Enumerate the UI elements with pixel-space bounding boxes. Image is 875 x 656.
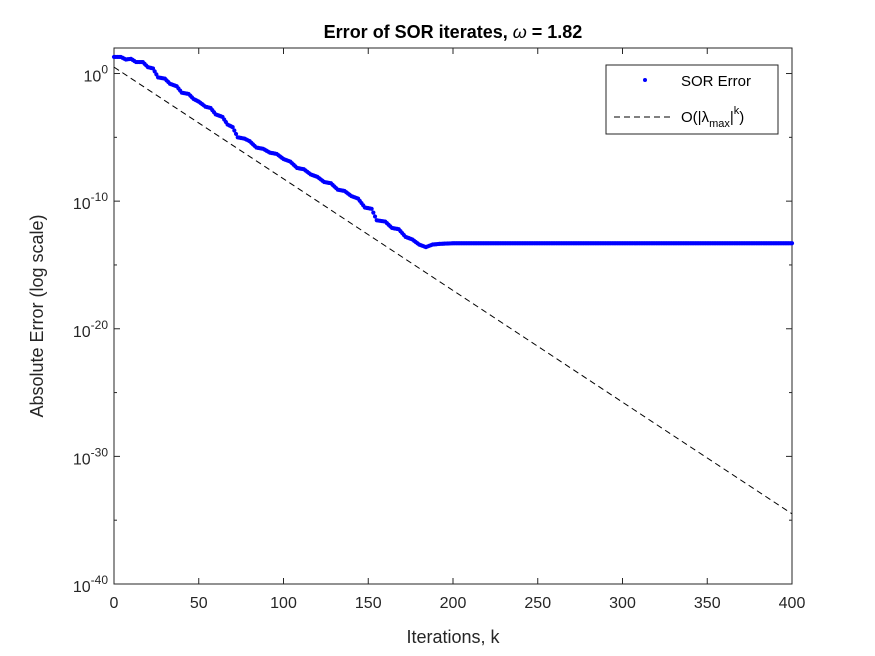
omega-symbol: ω	[513, 22, 527, 42]
legend-label-sor-error: SOR Error	[681, 73, 751, 90]
chart-title: Error of SOR iterates, ω = 1.82	[324, 22, 583, 42]
x-tick-label: 250	[524, 595, 551, 612]
x-tick-label: 400	[779, 595, 806, 612]
x-tick-label: 350	[694, 595, 721, 612]
data-point	[789, 241, 795, 246]
y-tick-label: 10-40	[73, 573, 108, 596]
series-layer	[111, 54, 795, 515]
plot-area: 0 50 100 150 200 250 300 350 400 10-40 10-30 10-20 1…	[73, 47, 806, 612]
x-axis-label: Iterations, k	[406, 627, 500, 647]
data-point	[232, 128, 237, 133]
data-point	[230, 125, 235, 130]
legend-label-bound: O(|λmax|k)	[681, 105, 744, 130]
data-point	[372, 214, 378, 219]
y-tick-label: 10-30	[73, 445, 108, 468]
tick-layer: 0 50 100 150 200 250 300 350 400 10-40 10-30 10-20 1…	[73, 48, 806, 612]
series-sor-error	[111, 54, 795, 250]
y-tick-label: 100	[84, 63, 109, 86]
x-tick-label: 50	[190, 595, 208, 612]
legend-box	[605, 64, 779, 135]
legend: SOR Error O(|λmax|k)	[605, 64, 779, 135]
x-tick-label: 100	[270, 595, 297, 612]
x-tick-label: 200	[440, 595, 467, 612]
plot-box	[113, 47, 793, 585]
x-tick-label: 150	[355, 595, 382, 612]
x-tick-label: 0	[110, 595, 119, 612]
data-point	[371, 210, 376, 215]
y-tick-label: 10-20	[73, 318, 108, 341]
data-point	[233, 131, 239, 137]
y-axis-label: Absolute Error (log scale)	[27, 214, 47, 417]
x-tick-label: 300	[609, 595, 636, 612]
series-line-bound	[113, 66, 793, 515]
legend-marker-sor-error	[643, 78, 647, 82]
data-point	[369, 206, 374, 211]
y-tick-label: 10-10	[73, 190, 108, 213]
